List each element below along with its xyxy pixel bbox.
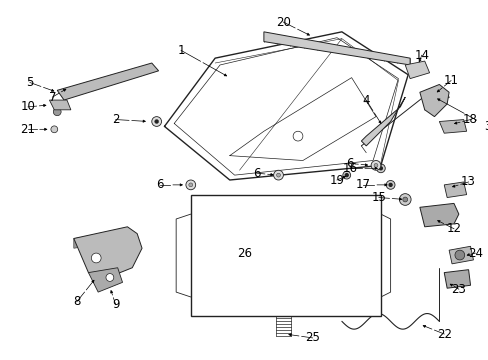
Circle shape — [154, 120, 158, 123]
Text: 24: 24 — [467, 247, 482, 260]
Circle shape — [91, 253, 101, 263]
Text: 21: 21 — [20, 123, 36, 136]
Circle shape — [276, 173, 280, 177]
Circle shape — [379, 167, 382, 170]
Circle shape — [51, 126, 58, 133]
Text: 11: 11 — [443, 74, 458, 87]
Circle shape — [399, 194, 410, 205]
Circle shape — [151, 117, 161, 126]
Circle shape — [376, 164, 385, 173]
Polygon shape — [74, 227, 142, 278]
Text: 13: 13 — [460, 175, 475, 188]
Text: 5: 5 — [26, 76, 34, 89]
Circle shape — [373, 163, 377, 167]
Circle shape — [188, 183, 192, 187]
Circle shape — [273, 170, 283, 180]
Text: 20: 20 — [275, 15, 290, 28]
Text: 17: 17 — [355, 178, 370, 192]
Circle shape — [106, 274, 114, 282]
Text: 9: 9 — [112, 298, 119, 311]
Text: 23: 23 — [450, 283, 466, 296]
Text: 1: 1 — [177, 44, 184, 57]
Polygon shape — [419, 203, 458, 227]
Text: 18: 18 — [462, 113, 477, 126]
Text: 25: 25 — [305, 332, 320, 345]
Circle shape — [454, 250, 464, 260]
Polygon shape — [419, 85, 448, 117]
Text: 8: 8 — [73, 295, 80, 309]
Text: 26: 26 — [236, 247, 251, 260]
Text: 12: 12 — [446, 222, 461, 235]
Circle shape — [370, 161, 380, 170]
FancyBboxPatch shape — [190, 195, 380, 316]
Polygon shape — [57, 63, 158, 100]
Text: 2: 2 — [112, 113, 119, 126]
Circle shape — [386, 180, 394, 189]
Text: 4: 4 — [362, 94, 369, 107]
Circle shape — [53, 108, 61, 116]
Circle shape — [345, 174, 347, 177]
Polygon shape — [443, 270, 469, 288]
Polygon shape — [88, 268, 122, 292]
Text: 6: 6 — [253, 167, 260, 180]
Polygon shape — [361, 97, 405, 146]
Polygon shape — [74, 237, 88, 248]
Text: 22: 22 — [436, 328, 451, 341]
Circle shape — [342, 171, 350, 179]
Text: 10: 10 — [20, 100, 35, 113]
Text: 6: 6 — [156, 178, 163, 192]
Text: 14: 14 — [413, 49, 428, 62]
Polygon shape — [405, 61, 429, 78]
Polygon shape — [443, 182, 466, 198]
Text: 19: 19 — [329, 174, 344, 186]
Polygon shape — [448, 246, 472, 264]
Polygon shape — [438, 120, 466, 133]
Polygon shape — [264, 32, 409, 65]
Text: 15: 15 — [371, 191, 386, 204]
Circle shape — [402, 197, 407, 202]
Circle shape — [388, 183, 391, 186]
Circle shape — [445, 187, 451, 193]
Text: 6: 6 — [345, 157, 353, 170]
Text: 3: 3 — [484, 120, 488, 133]
Circle shape — [185, 180, 195, 190]
Text: 16: 16 — [342, 162, 356, 175]
Text: 7: 7 — [48, 91, 56, 104]
Polygon shape — [49, 100, 71, 110]
